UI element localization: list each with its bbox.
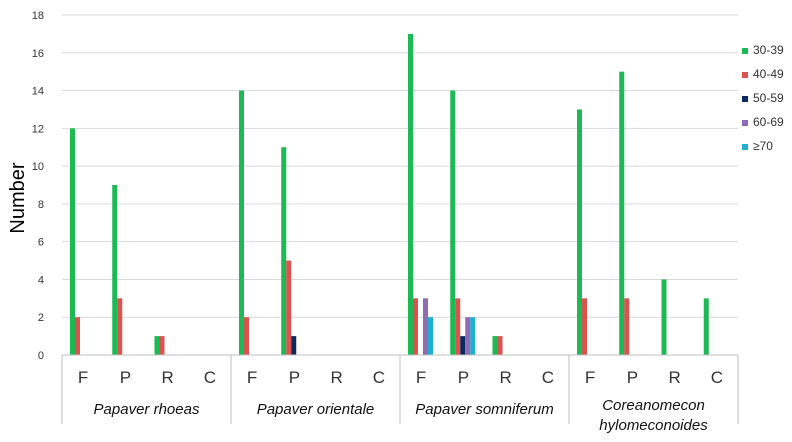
y-tick-label: 6: [38, 237, 44, 249]
y-tick-label: 12: [32, 123, 44, 135]
bar-papaver-orientale-f-2: [244, 317, 249, 355]
y-tick-label: 10: [32, 161, 44, 173]
y-axis-label: Number: [7, 162, 29, 233]
bar-papaver-orientale-f-1: [239, 90, 244, 356]
species-group-label: Coreanomecon: [602, 397, 705, 414]
bar-coreanomecon-hylomeconoides-c-1: [703, 298, 709, 355]
legend-label: 30-39: [753, 43, 784, 57]
x-category-label: C: [373, 368, 385, 387]
species-group-label: hylomeconoides: [599, 417, 708, 434]
x-category-label: F: [416, 368, 426, 387]
bar-papaver-somniferum-f-1: [408, 33, 413, 356]
legend-label: ≥70: [753, 139, 773, 153]
bar-coreanomecon-hylomeconoides-p-1: [619, 71, 625, 356]
bar-papaver-somniferum-r-2: [497, 336, 503, 355]
legend-label: 50-59: [753, 91, 784, 105]
x-category-label: P: [458, 368, 469, 387]
bar-papaver-somniferum-f-5: [428, 317, 433, 355]
legend-label: 60-69: [753, 115, 784, 129]
bar-papaver-somniferum-p-2: [455, 298, 461, 355]
y-tick-label: 2: [38, 312, 44, 324]
x-category-label: C: [542, 368, 554, 387]
x-category-label: R: [161, 368, 173, 387]
bar-papaver-rhoeas-r-1: [154, 336, 160, 355]
y-tick-label: 18: [32, 10, 44, 22]
x-category-label: R: [499, 368, 511, 387]
x-category-label: P: [627, 368, 638, 387]
legend-label: 40-49: [753, 67, 784, 81]
x-category-label: R: [668, 368, 680, 387]
bar-papaver-somniferum-f-4: [423, 298, 428, 355]
legend-swatch: [742, 48, 748, 54]
y-tick-label: 8: [38, 199, 44, 211]
legend-swatch: [742, 144, 748, 150]
x-category-label: F: [78, 368, 88, 387]
species-group-label: Papaver rhoeas: [94, 401, 200, 418]
species-group-label: Papaver somniferum: [415, 401, 553, 418]
bar-papaver-rhoeas-f-2: [75, 317, 80, 355]
bar-papaver-somniferum-p-4: [465, 317, 471, 355]
bar-papaver-somniferum-p-5: [470, 317, 476, 355]
bar-coreanomecon-hylomeconoides-f-1: [577, 109, 582, 355]
bar-papaver-orientale-p-1: [281, 147, 287, 355]
bar-coreanomecon-hylomeconoides-r-1: [661, 279, 667, 355]
bar-papaver-orientale-p-2: [286, 260, 292, 355]
y-tick-label: 14: [32, 86, 44, 98]
x-category-label: C: [204, 368, 216, 387]
bar-coreanomecon-hylomeconoides-f-2: [582, 298, 587, 355]
bar-papaver-rhoeas-f-1: [70, 128, 75, 355]
bar-papaver-somniferum-p-1: [450, 90, 456, 356]
x-category-label: P: [289, 368, 300, 387]
legend-swatch: [742, 96, 748, 102]
x-category-label: F: [247, 368, 257, 387]
x-category-label: F: [585, 368, 595, 387]
bar-papaver-rhoeas-r-2: [159, 336, 165, 355]
y-tick-label: 16: [32, 48, 44, 60]
bar-papaver-rhoeas-p-1: [112, 185, 118, 355]
species-group-label: Papaver orientale: [257, 401, 375, 418]
bar-papaver-rhoeas-p-2: [117, 298, 123, 355]
legend-swatch: [742, 120, 748, 126]
legend-swatch: [742, 72, 748, 78]
x-category-label: C: [711, 368, 723, 387]
bar-papaver-somniferum-r-1: [492, 336, 498, 355]
y-tick-label: 4: [38, 274, 44, 286]
x-category-label: P: [120, 368, 131, 387]
bar-papaver-somniferum-p-3: [460, 336, 466, 355]
y-tick-label: 0: [38, 350, 44, 362]
x-category-label: R: [330, 368, 342, 387]
bar-papaver-somniferum-f-2: [413, 298, 418, 355]
bar-papaver-orientale-p-3: [291, 336, 297, 355]
bar-coreanomecon-hylomeconoides-p-2: [624, 298, 630, 355]
